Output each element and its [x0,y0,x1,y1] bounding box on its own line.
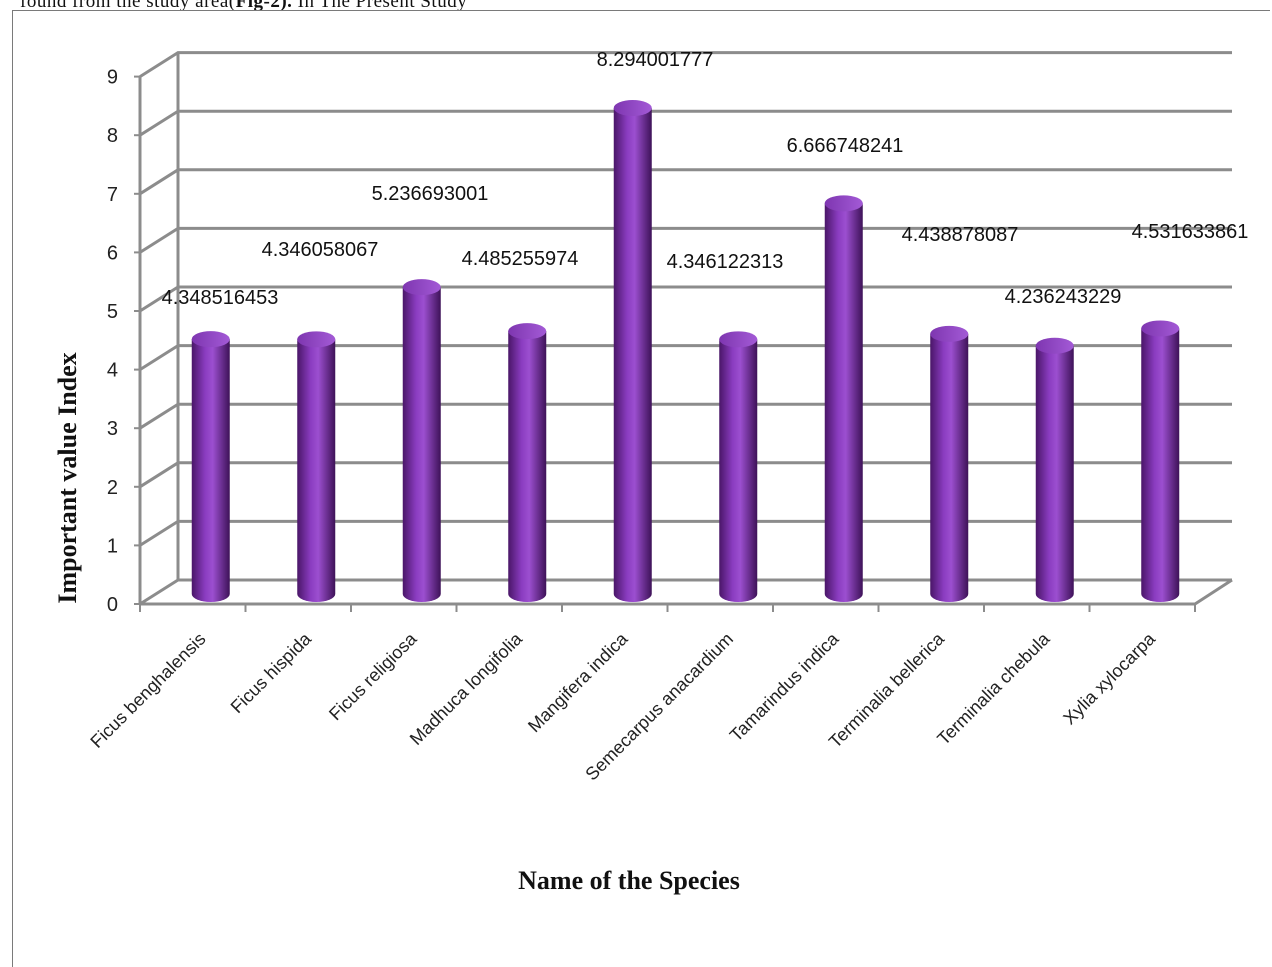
x-tick-label: Ficus hispida [227,628,316,717]
gridline [139,402,1232,430]
y-tick-label: 6 [107,242,118,264]
y-tick-label: 2 [107,477,118,499]
gridline [139,109,1232,137]
gridline [139,285,1232,313]
bar-body [191,339,230,602]
x-axis-title: Name of the Species [518,866,740,895]
bar-cap [297,331,336,348]
y-tick-label: 4 [107,360,118,382]
y-tick-label: 8 [107,125,118,147]
bar-cap [402,279,441,296]
y-tick-label: 3 [107,418,118,440]
bar-cap [508,323,547,340]
bar [191,331,230,602]
y-tick-label: 9 [107,67,118,89]
y-tick-label: 5 [107,301,118,323]
bar [402,279,441,602]
bar-body [930,333,969,602]
data-label: 4.531633861 [1132,221,1249,243]
bar-cap [824,195,863,212]
bar-body [508,331,547,602]
x-tick-label: Terminalia chebula [933,628,1054,749]
x-tick-label: Madhuca longifolia [406,628,527,749]
bar [613,99,652,602]
gridline [139,519,1232,547]
caption-prefix: found from the study area( [20,0,236,12]
bar-cap [930,325,969,342]
data-label: 4.348516453 [162,287,279,309]
bar [719,331,758,602]
bar-body [297,339,336,602]
x-tick-label: Terminalia bellerica [825,628,949,752]
bar-body [1035,345,1074,602]
data-label: 4.236243229 [1005,286,1122,308]
data-label: 4.346058067 [262,239,379,261]
data-label: 8.294001777 [597,49,714,71]
bar-cap [1141,320,1180,337]
data-label: 5.236693001 [372,183,489,205]
data-label: 6.666748241 [787,135,904,157]
bar-cap [191,331,230,348]
data-label: 4.438878087 [902,224,1019,246]
data-label: 4.485255974 [462,248,579,270]
bar [508,323,547,602]
x-tick-label: Ficus religiosa [325,628,421,724]
gridline [139,344,1232,371]
bar-body [719,339,758,602]
y-tick-label: 7 [107,184,118,206]
bars-layer [191,99,1180,602]
bar-body [613,107,652,602]
caption-figure-ref: Fig-2). [235,0,293,12]
bar [1141,320,1180,602]
chart-frame [12,10,1270,967]
bar-cap [613,99,652,116]
x-tick-label: Ficus benghalensis [86,629,209,752]
bar [930,325,969,602]
gridline [139,168,1232,196]
bar-cap [1035,337,1074,354]
gridline [139,51,1232,78]
gridline [139,578,1232,606]
bar [297,331,336,602]
grid-layer: 0 1 2 3 4 5 6 7 8 9 [107,51,1233,616]
gridline [139,226,1232,254]
caption-text: found from the study area(Fig-2). In The… [20,0,467,13]
gridline [139,461,1232,489]
bar [824,195,863,602]
bar [1035,337,1074,602]
bar-body [1141,328,1180,602]
x-tick-label: Mangifera indica [524,628,632,736]
labels-layer: 4.348516453 Ficus benghalensis 4.346058067… [86,49,1248,784]
caption-suffix: In The Present Study [292,0,468,12]
y-axis-title: Important value Index [53,352,82,603]
y-tick-label: 1 [107,535,118,557]
y-tick-label: 0 [107,594,118,616]
x-tick-label: Tamarindus indica [726,628,843,745]
bar-cap [719,331,758,348]
x-tick-label: Xylia xylocarpa [1059,628,1159,728]
bar-body [824,203,863,602]
bar-body [402,287,441,602]
data-label: 4.346122313 [667,251,784,273]
